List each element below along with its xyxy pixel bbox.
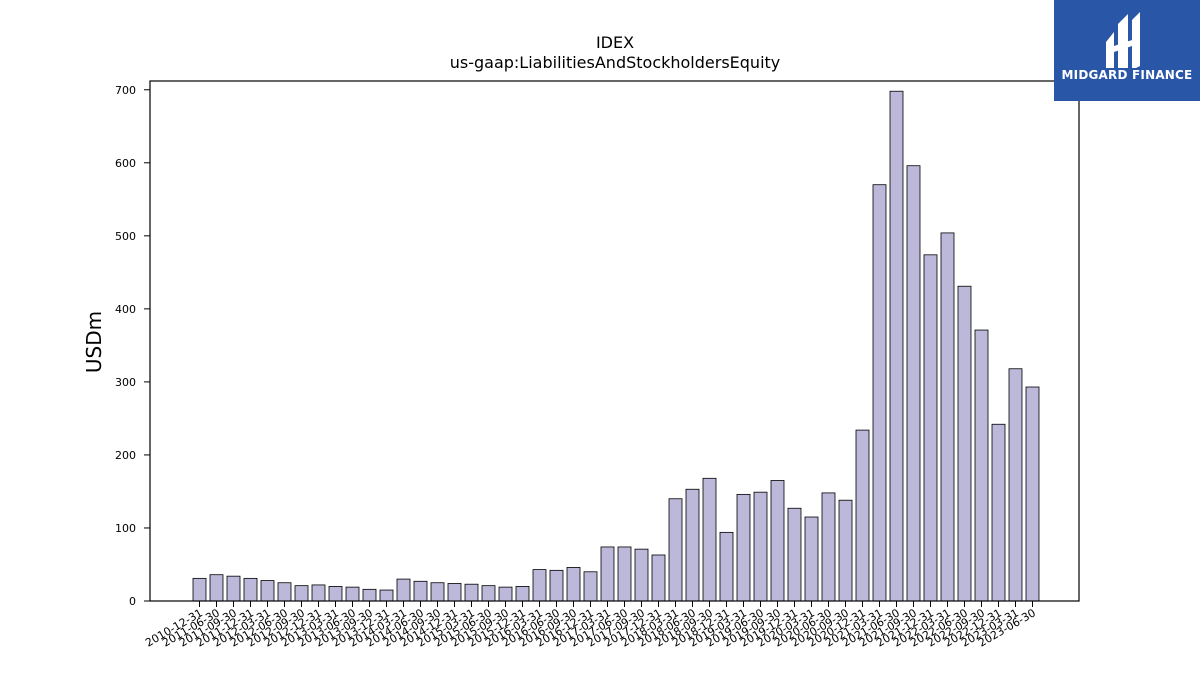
bar-2022-12-31 [991,423,1006,602]
bar-2022-03-31 [940,232,955,602]
bar-2016-12-31 [583,571,598,602]
bar-2013-12-31 [379,589,394,602]
bar-2014-06-30 [413,580,428,602]
chart-subtitle: us-gaap:LiabilitiesAndStockholdersEquity [450,53,781,72]
y-axis-label: USDm [82,311,106,373]
bar-2011-12-31 [243,577,258,602]
y-tick-label: 400 [115,303,136,316]
bar-2012-12-31 [311,584,326,602]
bar-2015-09-30 [498,586,513,602]
y-tick-label: 200 [115,449,136,462]
bar-2021-06-30 [889,90,904,602]
bar-2020-06-30 [821,492,836,602]
bars-group [192,90,1040,602]
bar-2012-03-31 [260,580,275,602]
bar-2015-12-31 [515,585,530,602]
bar-2021-12-31 [923,254,938,602]
x-ticks-group: 2010-12-312011-06-302011-09-302011-12-31… [143,601,1038,650]
bar-2017-06-30 [617,546,632,602]
bar-2019-12-31 [787,507,802,602]
bar-2023-03-31 [1008,368,1023,602]
bar-2013-09-30 [362,588,377,602]
y-tick-label: 0 [129,595,136,608]
y-ticks-group: 0 100 200 300 400 500 600 700 [115,84,150,608]
bar-2013-03-31 [328,585,343,602]
y-tick-label: 100 [115,522,136,535]
midgard-logo-icon [1106,12,1140,68]
bar-2023-06-30 [1025,386,1040,602]
bar-2014-12-31 [447,583,462,602]
bar-2020-12-31 [855,429,870,602]
bar-2019-03-31 [736,493,751,602]
y-tick-label: 500 [115,230,136,243]
bar-2013-06-30 [345,586,360,602]
bar-2012-06-30 [277,582,292,602]
bar-2019-09-30 [770,480,785,602]
brand-logo: MIDGARD FINANCE [1054,0,1200,101]
bar-2018-03-31 [668,498,683,602]
bar-2014-09-30 [430,582,445,602]
y-tick-label: 700 [115,84,136,97]
bar-2016-03-31 [532,569,547,602]
bar-2016-06-30 [549,569,564,602]
bar-2018-12-31 [719,531,734,602]
bar-2022-09-30 [974,329,989,602]
bar-2011-09-30 [226,575,241,602]
bar-2015-03-31 [464,583,479,602]
bar-2017-09-30 [634,548,649,602]
bar-2020-09-30 [838,499,853,602]
bar-2019-06-30 [753,491,768,602]
plot-frame [149,80,1080,602]
y-tick-label: 600 [115,157,136,170]
bar-2012-09-30 [294,585,309,602]
bar-2018-06-30 [685,488,700,602]
bar-2017-03-31 [600,546,615,602]
bar-2011-06-30 [209,574,224,602]
bar-2021-03-31 [872,184,887,602]
bar-2022-06-30 [957,285,972,602]
y-tick-label: 300 [115,376,136,389]
chart-title: IDEX [596,33,634,52]
bar-2010-12-31 [192,577,207,602]
bar-2014-03-31 [396,578,411,602]
brand-name: MIDGARD FINANCE [1061,68,1193,82]
bar-2020-03-31 [804,516,819,602]
bar-2021-09-30 [906,165,921,602]
bar-2018-09-30 [702,477,717,602]
bar-2015-06-30 [481,585,496,602]
bar-2017-12-31 [651,554,666,602]
bar-2016-09-30 [566,567,581,602]
